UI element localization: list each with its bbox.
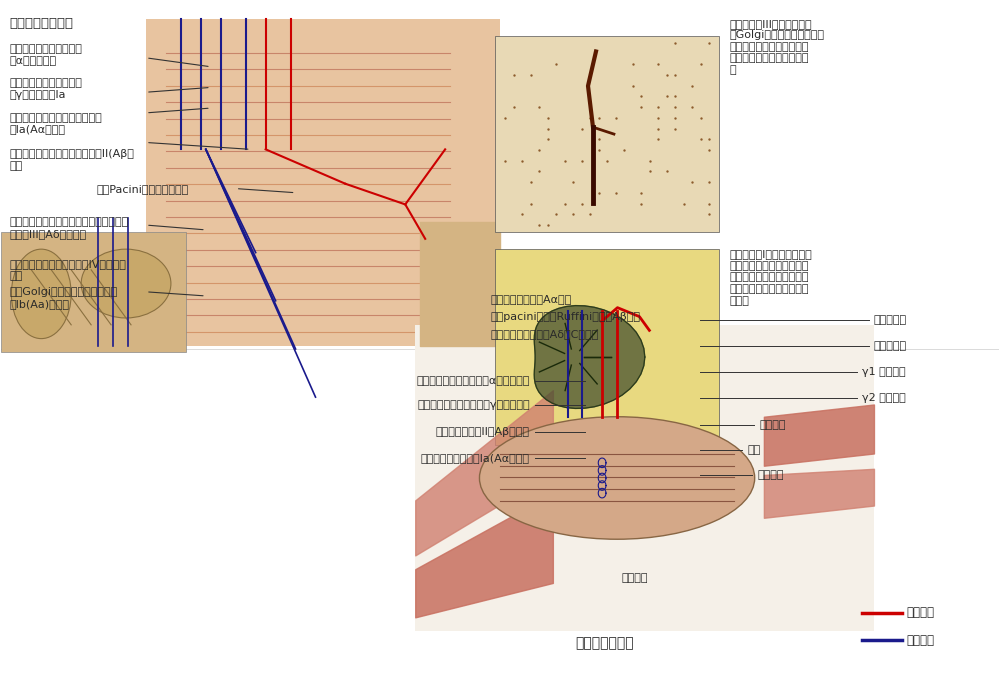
- Text: 核链纤维: 核链纤维: [759, 420, 786, 430]
- Bar: [495, 36, 719, 232]
- Text: 肌梭细节示意图: 肌梭细节示意图: [575, 636, 634, 650]
- Text: 来自pacini小体和Ruffini小体的Aβ纤维: 来自pacini小体和Ruffini小体的Aβ纤维: [490, 312, 640, 321]
- Text: 自环螺旋形状末梢的Ia(Aα）纤维: 自环螺旋形状末梢的Ia(Aα）纤维: [421, 453, 530, 463]
- Text: 膝部韧带中III型关节感受器
（Golgi样）。这些感受器阈
值高，适应慢，在大幅度的
活动中可兴奋。图为纤维着
色: 膝部韧带中III型关节感受器 （Golgi样）。这些感受器阈 值高，适应慢，在大…: [729, 19, 824, 75]
- Text: γ2 蔓状末梢: γ2 蔓状末梢: [862, 392, 906, 403]
- Bar: [495, 249, 719, 445]
- Text: 关节囊中的I型感受器。这些
感受器阈值低，适应慢，一
般在任何幅度的活动和关节
的位置时都可兴奋。图为纤
维着色: 关节囊中的I型感受器。这些 感受器阈值低，适应慢，一 般在任何幅度的活动和关节 …: [729, 249, 812, 305]
- Ellipse shape: [11, 249, 71, 339]
- Text: 至梭内肌纤维运动终板的γ运动神经元: 至梭内肌纤维运动终板的γ运动神经元: [417, 400, 530, 410]
- Bar: [1, 232, 186, 352]
- Text: 自环螺旋形末梢（本体感受器）
的Ia(Aα）纤维: 自环螺旋形末梢（本体感受器） 的Ia(Aα）纤维: [9, 113, 102, 135]
- Text: 来自游离神经末梢及特殊末梢（痛觉和压
觉）的III（Aδ）类纤维: 来自游离神经末梢及特殊末梢（痛觉和压 觉）的III（Aδ）类纤维: [9, 218, 129, 239]
- Text: 来自Pacini样小体（压觉）: 来自Pacini样小体（压觉）: [96, 184, 188, 193]
- Text: 至梭外肌纤维运动终板的α运动神经元: 至梭外肌纤维运动终板的α运动神经元: [417, 377, 530, 386]
- Text: 传入神经: 传入神经: [907, 606, 935, 619]
- Text: 自游离神经末梢（痛觉）的IV（无髓）
纤维: 自游离神经末梢（痛觉）的IV（无髓） 纤维: [9, 260, 126, 281]
- Text: 至横纹肌肌梭内运动终板
的γ运动神经元Ia: 至横纹肌肌梭内运动终板 的γ运动神经元Ia: [9, 79, 82, 100]
- Text: 来自高尔基型末梢Aα纤维: 来自高尔基型末梢Aα纤维: [490, 294, 571, 304]
- Text: 梭内肌纤维: 梭内肌纤维: [874, 341, 907, 351]
- Text: 来自Golgi腱器官（本体感受器）
的Ib(Aa)类纤维: 来自Golgi腱器官（本体感受器） 的Ib(Aa)类纤维: [9, 287, 118, 309]
- Text: 传出神经: 传出神经: [907, 634, 935, 647]
- Polygon shape: [534, 305, 645, 408]
- Text: 至横纹肌肌梭外运动终板
的α运动神经元: 至横纹肌肌梭外运动终板 的α运动神经元: [9, 44, 82, 66]
- Text: 肌肉及关节感受器: 肌肉及关节感受器: [9, 17, 73, 30]
- Text: 自花枝状末梢（本体感受器）的II(Aβ）
纤维: 自花枝状末梢（本体感受器）的II(Aβ） 纤维: [9, 149, 134, 171]
- Text: γ1 板状末梢: γ1 板状末梢: [862, 367, 906, 377]
- Text: 髓鞘: 髓鞘: [747, 445, 761, 455]
- Ellipse shape: [479, 417, 755, 539]
- Text: 淋巴间隙: 淋巴间隙: [757, 470, 784, 480]
- Text: 梭外肌纤维: 梭外肌纤维: [874, 315, 907, 325]
- Bar: [415, 325, 874, 631]
- Ellipse shape: [81, 249, 171, 318]
- Text: 来自游离神经末梢的Aδ及C类纤维: 来自游离神经末梢的Aδ及C类纤维: [490, 330, 598, 339]
- Text: 核袋纤维: 核袋纤维: [621, 573, 648, 583]
- FancyBboxPatch shape: [146, 19, 500, 345]
- Text: 来自花枝末梢的II（Aβ）纤维: 来自花枝末梢的II（Aβ）纤维: [436, 426, 530, 437]
